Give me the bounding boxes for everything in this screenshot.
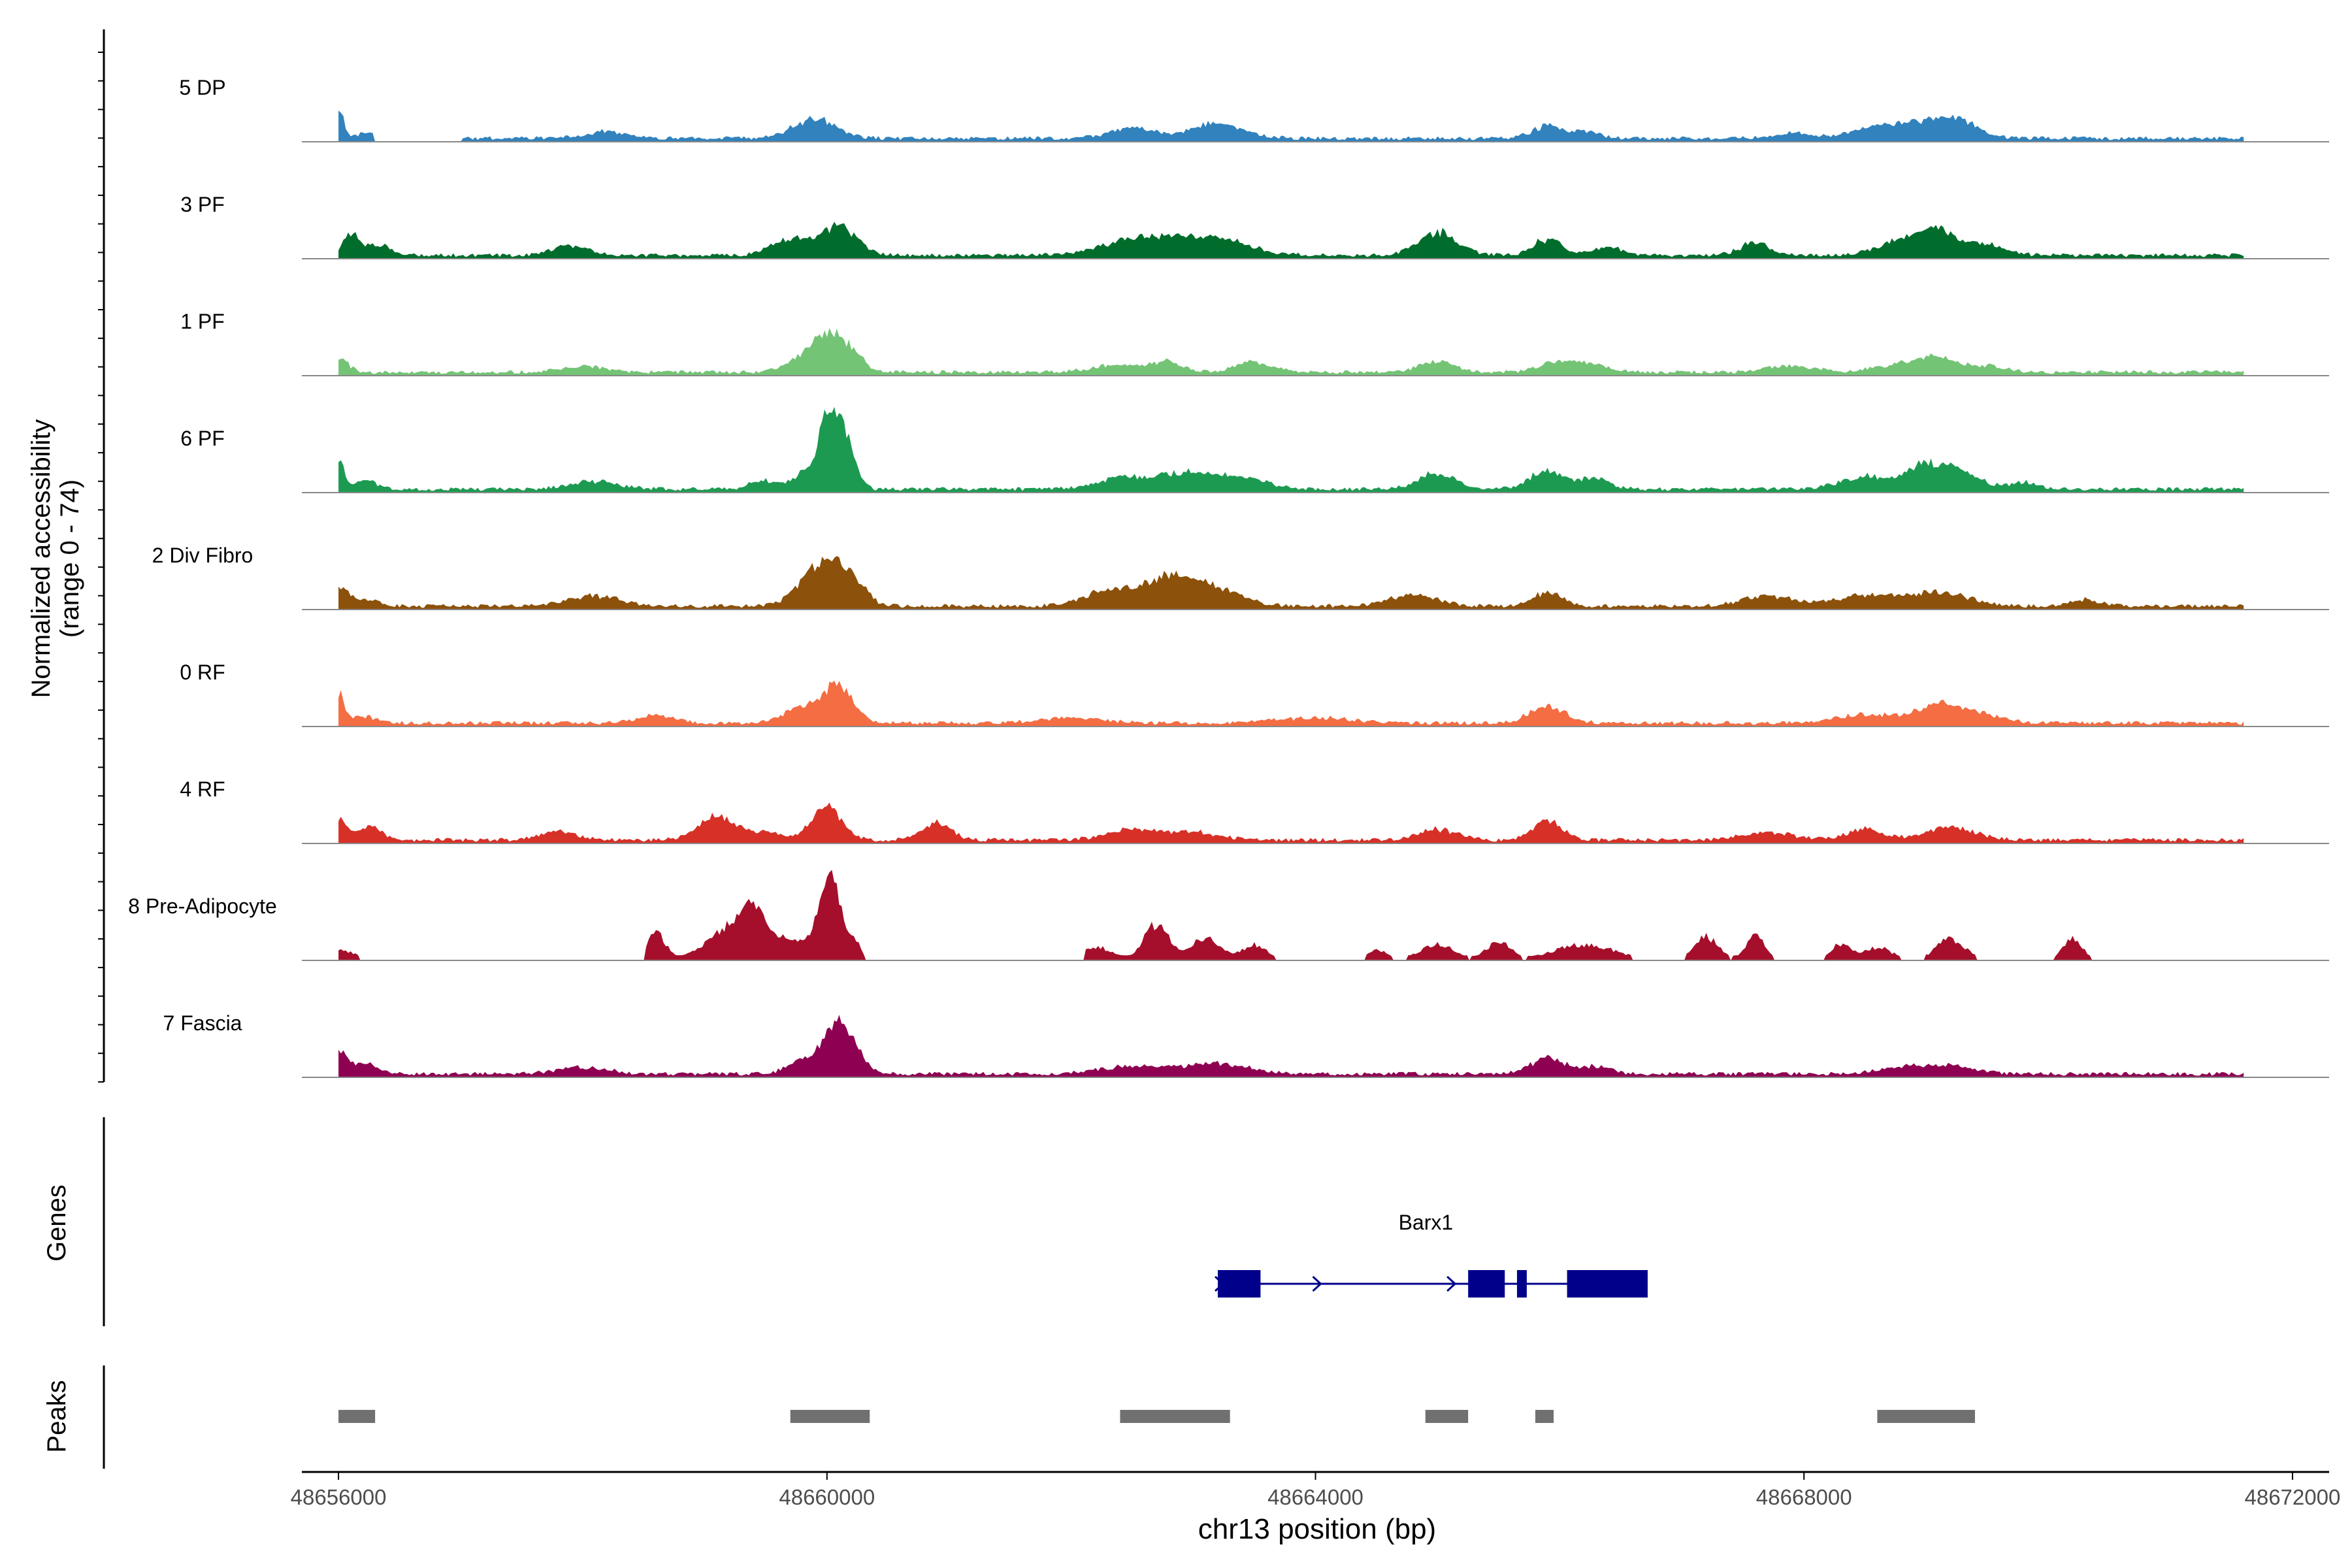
coverage-area (338, 328, 2244, 376)
gene-exon (1567, 1270, 1648, 1298)
x-axis-label: chr13 position (bp) (1198, 1513, 1436, 1545)
track-6-pf: 6 PF (180, 406, 2329, 493)
y-axis-label-line1: Normalized accessibility (27, 419, 56, 698)
x-tick-label: 48656000 (291, 1485, 387, 1509)
peak-region (1877, 1410, 1975, 1423)
coverage-area (338, 221, 2244, 259)
x-tick-label: 48668000 (1756, 1485, 1852, 1509)
strand-arrow (1312, 1275, 1322, 1292)
track-label: 0 RF (180, 661, 225, 684)
gene-name: Barx1 (1399, 1211, 1454, 1234)
peak-region (338, 1410, 376, 1423)
x-tick-label: 48660000 (779, 1485, 875, 1509)
coverage-area (338, 556, 2244, 610)
track-5-dp: 5 DP (179, 76, 2329, 142)
track-label: 8 Pre-Adipocyte (128, 894, 277, 918)
gene-barx1: Barx1 (1214, 1211, 1648, 1298)
track-label: 5 DP (179, 76, 225, 99)
coverage-area (338, 1015, 2244, 1077)
peak-region (790, 1410, 870, 1423)
track-2-div-fibro: 2 Div Fibro (152, 544, 2329, 610)
track-label: 6 PF (180, 427, 225, 450)
track-8-pre-adipocyte: 8 Pre-Adipocyte (128, 870, 2329, 961)
track-7-fascia: 7 Fascia (163, 1011, 2329, 1078)
track-0-rf: 0 RF (180, 661, 2329, 727)
strand-arrow (1214, 1275, 1225, 1292)
gene-exon (1217, 1270, 1261, 1298)
x-tick-label: 48672000 (2245, 1485, 2341, 1509)
y-axis-label-line2: (range 0 - 74) (56, 480, 84, 638)
genes-panel-label: Genes (42, 1184, 71, 1262)
x-tick-label: 48664000 (1267, 1485, 1364, 1509)
track-label: 4 RF (180, 777, 225, 801)
track-label: 1 PF (180, 310, 225, 333)
peak-region (1425, 1410, 1469, 1423)
coverage-area (338, 680, 2244, 727)
peak-region (1535, 1410, 1554, 1423)
peaks-panel-label: Peaks (42, 1380, 71, 1452)
strand-arrow (1446, 1275, 1457, 1292)
track-label: 7 Fascia (163, 1011, 242, 1035)
coverage-area (338, 870, 2244, 960)
gene-exon (1468, 1270, 1505, 1298)
coverage-area (338, 802, 2244, 843)
track-1-pf: 1 PF (180, 310, 2329, 376)
peak-region (1120, 1410, 1230, 1423)
track-3-pf: 3 PF (180, 193, 2329, 259)
x-axis: 48656000 48660000 48664000 48668000 48672000 (291, 1471, 2341, 1509)
track-label: 2 Div Fibro (152, 544, 253, 567)
peak-regions-panel (338, 1410, 1975, 1423)
gene-annotation-panel: Barx1 (1214, 1211, 1648, 1298)
coverage-tracks: 5 DP 3 PF 1 PF 6 PF 2 Div Fibro 0 RF 4 RF 8 Pre… (128, 76, 2329, 1078)
track-4-rf: 4 RF (180, 777, 2329, 844)
track-label: 3 PF (180, 193, 225, 216)
left-axes (98, 29, 105, 1469)
coverage-area (338, 110, 2244, 142)
gene-exon (1516, 1270, 1527, 1298)
coverage-area (338, 406, 2244, 493)
